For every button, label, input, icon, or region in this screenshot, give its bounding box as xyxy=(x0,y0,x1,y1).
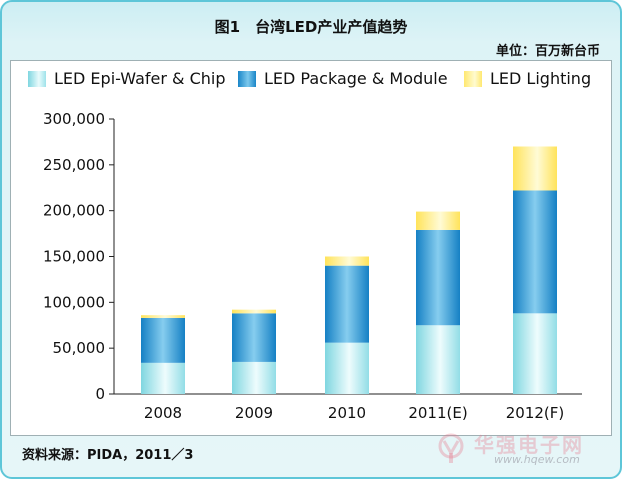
watermark-logo-icon xyxy=(438,433,464,463)
y-tick-label: 300,000 xyxy=(43,110,105,128)
y-tick-label: 200,000 xyxy=(43,202,105,220)
bar-package-3 xyxy=(416,229,460,326)
source-note: 资料来源：PIDA，2011／3 xyxy=(22,448,194,463)
bar-lighting-1 xyxy=(232,309,276,314)
y-tick-label: 0 xyxy=(95,385,105,403)
bar-lighting-3 xyxy=(416,211,460,230)
legend-swatch-lighting xyxy=(464,70,482,87)
bar-lighting-0 xyxy=(141,315,185,318)
x-tick-label: 2012(F) xyxy=(506,404,565,422)
bar-package-2 xyxy=(325,265,369,343)
unit-label: 单位：百万新台币 xyxy=(495,44,600,59)
bar-epi-1 xyxy=(232,361,276,394)
y-tick-label: 250,000 xyxy=(43,156,105,174)
legend-swatch-epi xyxy=(28,70,46,87)
y-tick-label: 50,000 xyxy=(53,339,106,357)
y-tick-label: 100,000 xyxy=(43,293,105,311)
bars xyxy=(141,146,557,394)
bar-epi-2 xyxy=(325,342,369,394)
watermark: 华强电子网 www.hqew.com xyxy=(434,429,604,469)
y-tick-label: 150,000 xyxy=(43,248,105,266)
bar-package-4 xyxy=(513,190,557,314)
watermark-site-name: 华强电子网 xyxy=(474,433,584,457)
watermark-url: www.hqew.com xyxy=(494,453,580,466)
axes: 0 50,000 100,000 150,000 200,000 250,000 300,0… xyxy=(43,110,582,422)
x-tick-label: 2010 xyxy=(328,404,366,422)
bar-lighting-4 xyxy=(513,146,557,191)
legend-label-epi: LED Epi-Wafer & Chip xyxy=(54,69,226,88)
bar-lighting-2 xyxy=(325,256,369,266)
x-tick-label: 2008 xyxy=(144,404,182,422)
legend-item-lighting: LED Lighting xyxy=(464,69,591,88)
bar-epi-4 xyxy=(513,313,557,394)
bar-epi-0 xyxy=(141,362,185,394)
bar-epi-3 xyxy=(416,325,460,394)
legend-label-package: LED Package & Module xyxy=(264,69,448,88)
bar-package-0 xyxy=(141,317,185,363)
x-tick-label: 2009 xyxy=(235,404,273,422)
bar-package-1 xyxy=(232,313,276,362)
legend-item-epi: LED Epi-Wafer & Chip xyxy=(28,69,225,88)
chart-title: 图1 台湾LED产业产值趋势 xyxy=(214,18,408,36)
legend-swatch-package xyxy=(238,70,256,87)
plot-panel xyxy=(10,60,612,436)
x-tick-label: 2011(E) xyxy=(408,404,467,422)
legend-item-package: LED Package & Module xyxy=(238,69,448,88)
legend: LED Epi-Wafer & Chip LED Package & Modul… xyxy=(16,66,608,94)
legend-label-lighting: LED Lighting xyxy=(490,69,592,88)
